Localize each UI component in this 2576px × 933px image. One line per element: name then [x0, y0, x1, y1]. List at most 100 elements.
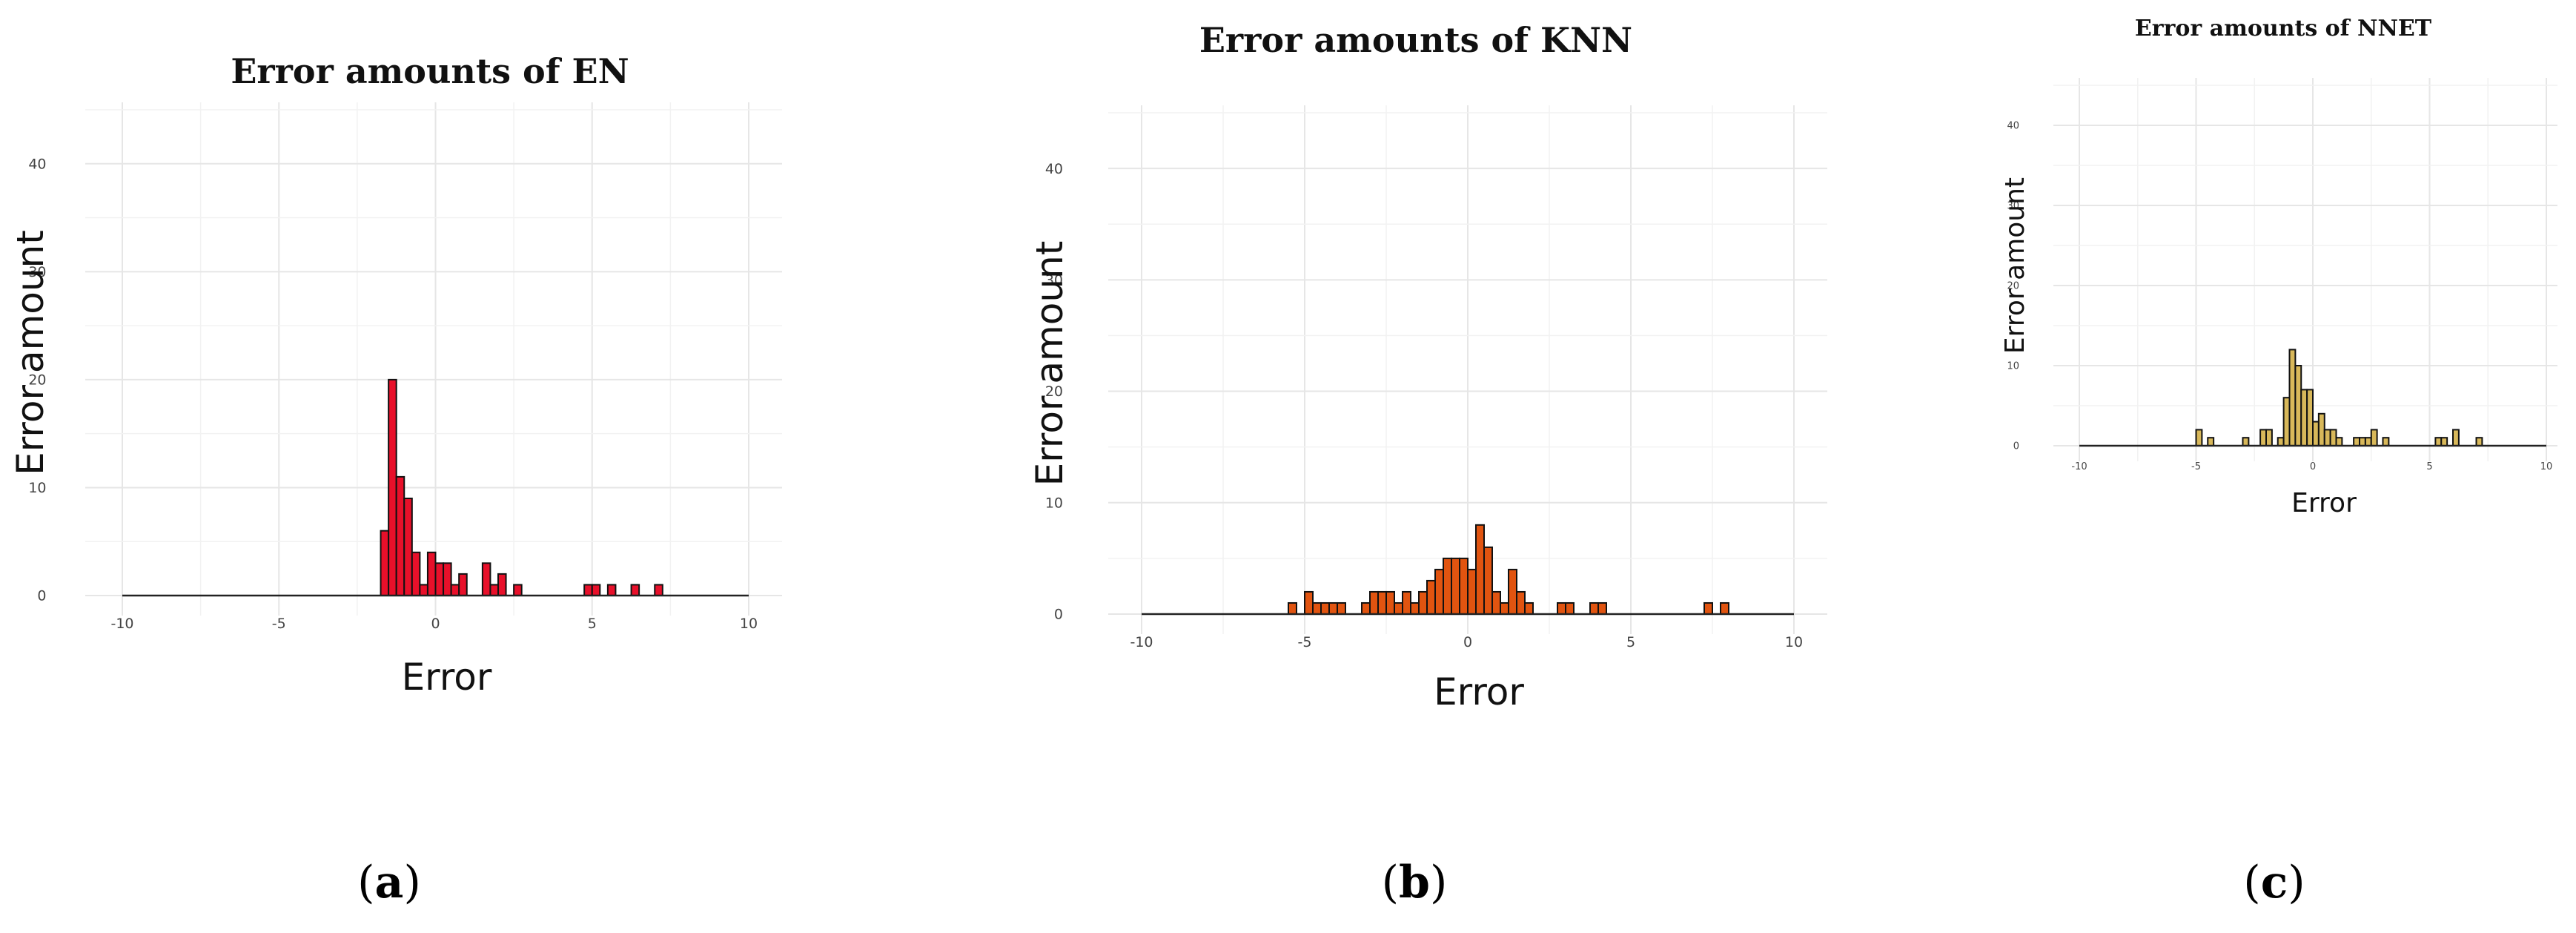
x-tick-label: -10 [110, 616, 133, 632]
x-tick-label: 5 [1626, 634, 1635, 650]
histogram-bar [1418, 590, 1428, 616]
histogram-bar [1312, 601, 1322, 616]
histogram-bar [443, 562, 452, 596]
histogram-bar [2259, 429, 2267, 447]
y-axis-label: Error amount [9, 230, 52, 475]
y-tick-label: 30 [2007, 201, 2019, 212]
panel-label: (b) [1382, 857, 1448, 909]
y-tick-label: 10 [28, 480, 46, 496]
histogram-bar [489, 584, 499, 597]
x-tick-label: 10 [2540, 461, 2553, 472]
chart-2: -10 -5 0 5 10 0 10 20 30 40 Error amounts of KNN Er… [1028, 20, 1827, 909]
histogram-bar [1385, 590, 1395, 616]
histogram-bar [403, 498, 413, 596]
y-axis-label: Error amount [2000, 177, 2030, 354]
histogram-bar [1565, 601, 1575, 616]
histogram-bar [1500, 601, 1509, 616]
histogram-bar [1288, 601, 1297, 616]
histogram-bar [2370, 429, 2378, 447]
histogram-bar [2277, 437, 2285, 447]
histogram-bar [2265, 429, 2273, 447]
histogram-bar [2323, 429, 2331, 447]
histogram-bar [2306, 389, 2314, 447]
grid [1108, 105, 1827, 634]
y-tick-label: 40 [2007, 121, 2019, 132]
histogram-bar [1589, 601, 1599, 616]
histogram-bar [1720, 601, 1729, 616]
histogram-bar [2382, 437, 2390, 447]
histogram-bar [2294, 365, 2302, 446]
histogram-bar [1524, 601, 1534, 616]
histogram-bar [1597, 601, 1607, 616]
histogram-bar [2364, 437, 2372, 447]
y-tick-label: 30 [28, 264, 46, 280]
y-tick-label: 20 [2007, 281, 2019, 292]
x-tick-label: 0 [431, 616, 440, 632]
histogram-bar [1337, 601, 1346, 616]
histogram-bar [380, 530, 390, 597]
chart-3: -10 -5 0 5 10 0 10 20 30 40 Error amounts of NNET E… [2000, 16, 2557, 909]
histogram-bar [2452, 429, 2460, 447]
histogram-bar [1426, 579, 1436, 616]
y-tick-label: 40 [1045, 161, 1063, 177]
x-tick-label: 0 [1463, 634, 1472, 650]
histogram-bar [1459, 557, 1469, 616]
x-tick-label: -5 [272, 616, 286, 632]
histogram-bar [2312, 421, 2320, 446]
histogram-bar [1703, 601, 1713, 616]
histogram-bar [654, 584, 663, 597]
histogram-bar [1451, 557, 1460, 616]
histogram-bar [497, 573, 507, 597]
histogram-bar [2300, 389, 2308, 447]
histogram-bar [434, 562, 445, 596]
histogram-bar [1483, 546, 1493, 615]
histogram-bar [426, 551, 437, 596]
histogram-bar [1328, 601, 1338, 616]
y-tick-label: 40 [28, 156, 46, 172]
histogram-bar [1304, 590, 1314, 616]
histogram-bar [1394, 601, 1403, 616]
histogram-bar [2317, 412, 2325, 446]
histogram-bar [388, 378, 397, 596]
x-tick-label: 0 [2310, 461, 2316, 472]
histogram-bar [2475, 437, 2483, 447]
histogram-bar [1467, 568, 1477, 616]
histogram-bar [2242, 437, 2250, 447]
x-axis-label: Error [402, 656, 492, 699]
histogram-bar [1557, 601, 1566, 616]
y-tick-label: 0 [37, 588, 46, 604]
histogram-bar [2329, 429, 2337, 447]
chart-title: Error amounts of EN [231, 51, 629, 91]
x-axis-label: Error [2291, 488, 2357, 518]
y-tick-label: 10 [2007, 361, 2019, 372]
x-tick-label: 10 [1785, 634, 1803, 650]
histogram-bar [1369, 590, 1379, 616]
chart-title: Error amounts of NNET [2135, 16, 2432, 42]
x-tick-label: -5 [2191, 461, 2201, 472]
histogram-bar [1434, 568, 1444, 616]
histogram-bar [1402, 590, 1411, 616]
chart-1: -10 -5 0 5 10 0 10 20 30 40 Error amounts of EN Err… [9, 51, 782, 909]
histogram-bar [1320, 601, 1330, 616]
histogram-bar [1475, 524, 1485, 615]
histogram-bar [1508, 568, 1517, 616]
histogram-bar [2440, 437, 2448, 447]
histogram-bar [1443, 557, 1452, 616]
x-tick-label: 5 [2426, 461, 2432, 472]
x-tick-label: -5 [1298, 634, 1312, 650]
histogram-bar [2195, 429, 2203, 447]
histogram-bar [1361, 601, 1371, 616]
histogram-bar [458, 573, 468, 597]
histogram-bar [1516, 590, 1526, 616]
histogram-bar [591, 584, 601, 597]
y-tick-label: 0 [1054, 607, 1063, 623]
panel-label: (a) [357, 857, 421, 909]
histogram-bar [2359, 437, 2366, 447]
histogram-bar [2288, 349, 2297, 446]
x-tick-label: -10 [1130, 634, 1153, 650]
y-tick-label: 20 [28, 372, 46, 389]
panel-label: (c) [2243, 857, 2305, 909]
histogram-bar [1410, 601, 1420, 616]
histogram-bar [2353, 437, 2360, 447]
